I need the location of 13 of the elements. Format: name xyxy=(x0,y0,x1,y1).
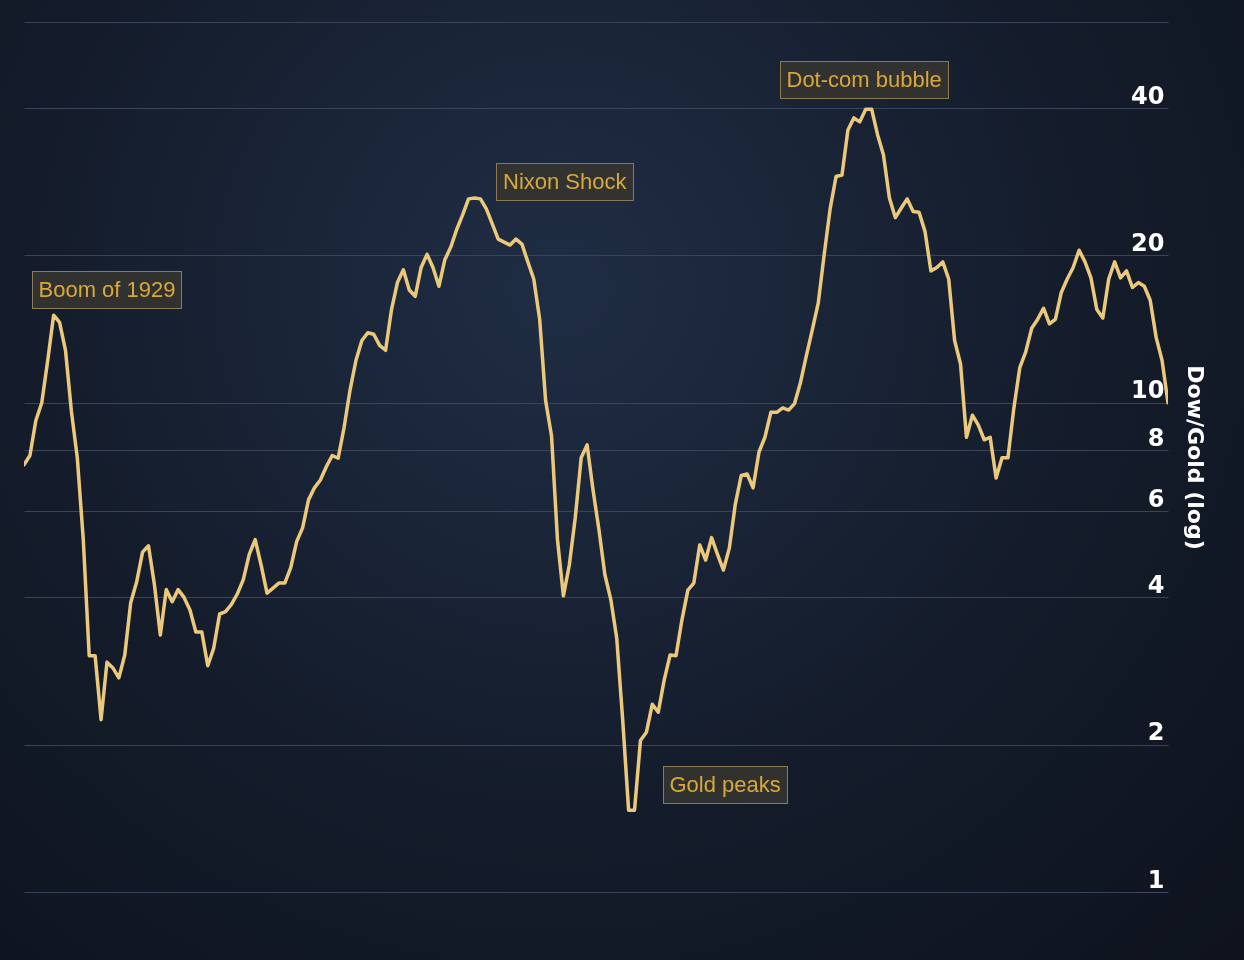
y-tick-label: 10 xyxy=(1131,376,1165,405)
y-axis-title: Dow/Gold (log) xyxy=(1182,365,1208,550)
y-tick-label: 2 xyxy=(1147,718,1165,747)
y-tick-label: 1 xyxy=(1147,865,1165,894)
y-tick-label: 8 xyxy=(1147,423,1165,452)
annotation: Gold peaks xyxy=(662,766,788,804)
y-tick-label: 6 xyxy=(1147,484,1165,513)
annotation: Boom of 1929 xyxy=(31,271,183,309)
annotation: Dot-com bubble xyxy=(779,61,949,99)
y-tick-label: 20 xyxy=(1131,228,1165,257)
y-tick-label: 4 xyxy=(1147,570,1165,599)
y-tick-label: 40 xyxy=(1131,81,1165,110)
annotation: Nixon Shock xyxy=(496,163,634,201)
